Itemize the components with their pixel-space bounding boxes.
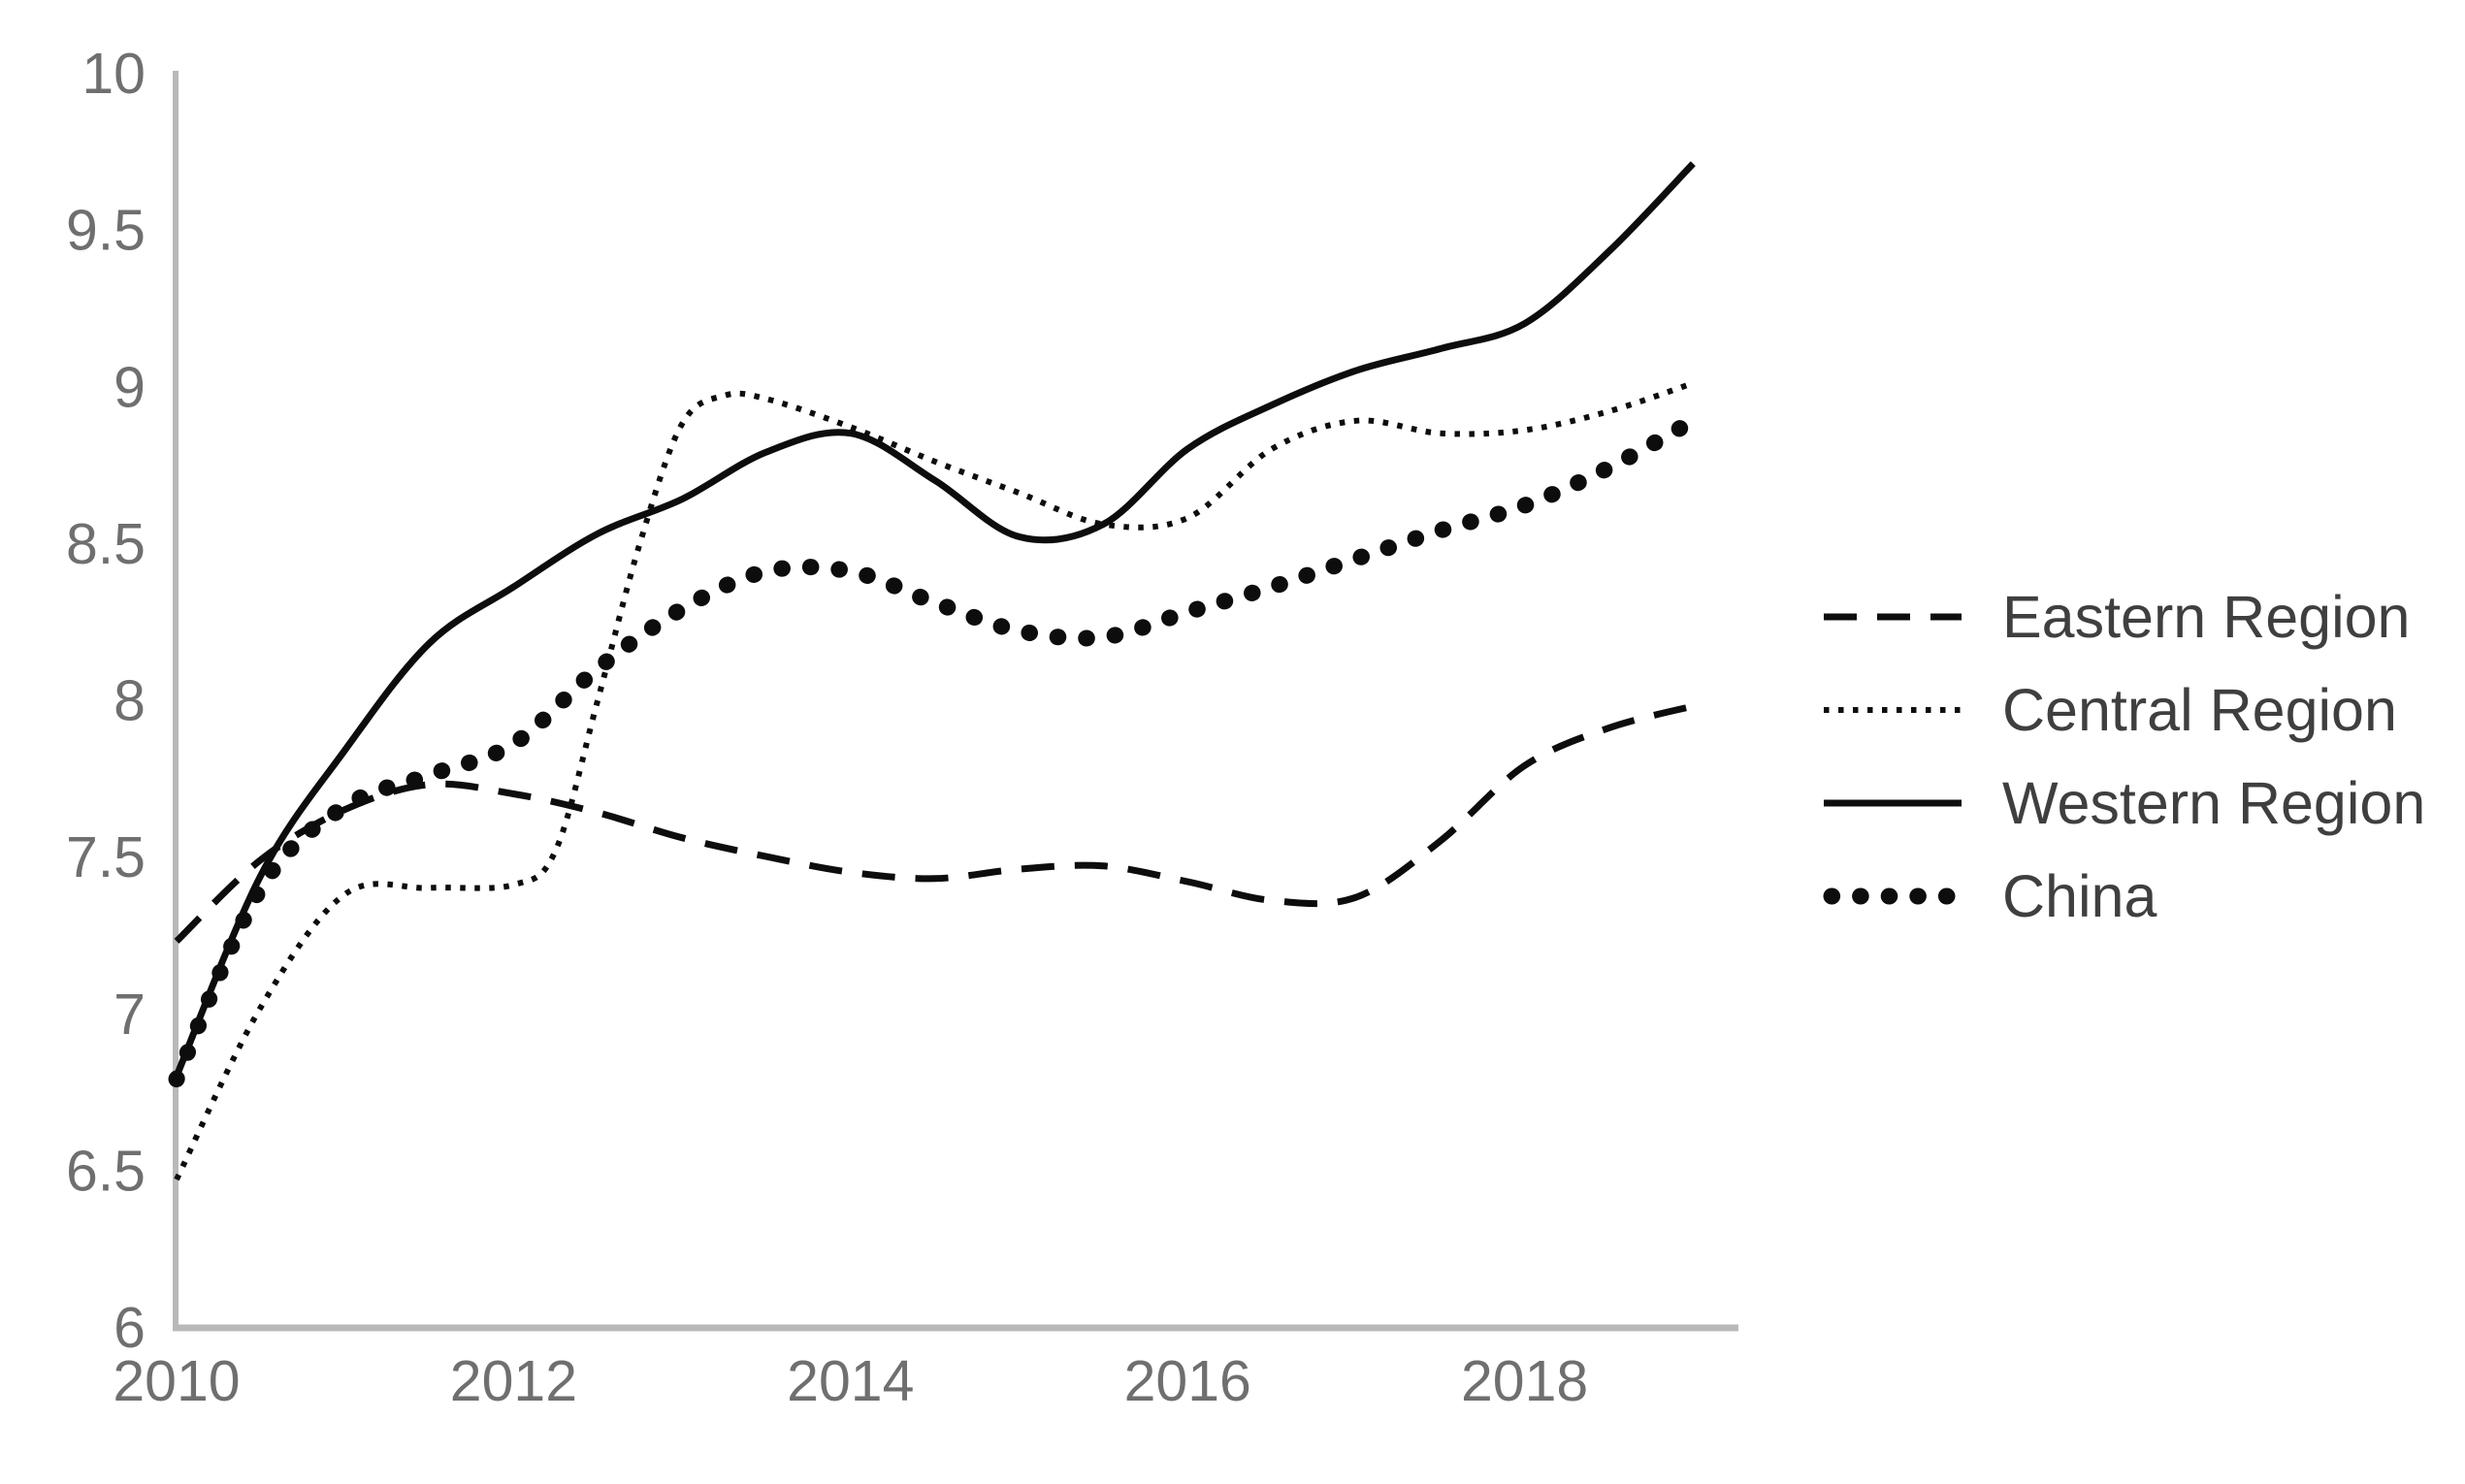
y-tick-label: 8 [114,669,146,733]
y-tick-label: 8.5 [66,512,146,576]
y-tick-label: 7 [114,983,146,1047]
x-tick-label: 2016 [1124,1349,1251,1413]
legend-sample-dashed-line [1824,613,1962,621]
legend: Eastern Region Central Region Western Re… [1822,570,2425,943]
legend-label: Western Region [2002,769,2426,836]
y-tick-label: 9.5 [66,199,146,263]
legend-sample-dotted-line [1824,707,1962,713]
legend-label: China [2002,862,2157,929]
series-line-western-region [173,161,1696,1078]
legend-item-central-region: Central Region [1822,663,2425,757]
legend-item-western-region: Western Region [1822,757,2425,850]
legend-label: Central Region [2002,676,2397,743]
tick-labels: 6 6.5 7 7.5 8 8.5 9 9.5 10 2010 2012 2014 2016 2018 [66,42,1588,1413]
y-tick-label: 10 [81,42,146,106]
y-tick-label: 6 [114,1296,146,1360]
legend-sample-bold-dot-line [1823,887,1963,905]
series-line-central-region [174,380,1695,1181]
legend-label: Eastern Region [2002,583,2411,650]
y-tick-label: 7.5 [66,825,146,889]
x-tick-label: 2018 [1461,1349,1588,1413]
legend-item-eastern-region: Eastern Region [1822,570,2425,663]
series-line-eastern-region [174,702,1695,944]
series-paths [168,161,1702,1181]
x-tick-label: 2014 [787,1349,914,1413]
legend-item-china: China [1822,850,2425,943]
x-tick-label: 2012 [450,1349,577,1413]
x-tick-label: 2010 [113,1349,240,1413]
series-line-china [168,412,1702,1088]
y-tick-label: 9 [114,355,146,419]
legend-sample-solid-line [1824,799,1962,807]
y-tick-label: 6.5 [66,1139,146,1203]
axes [173,71,1738,1332]
